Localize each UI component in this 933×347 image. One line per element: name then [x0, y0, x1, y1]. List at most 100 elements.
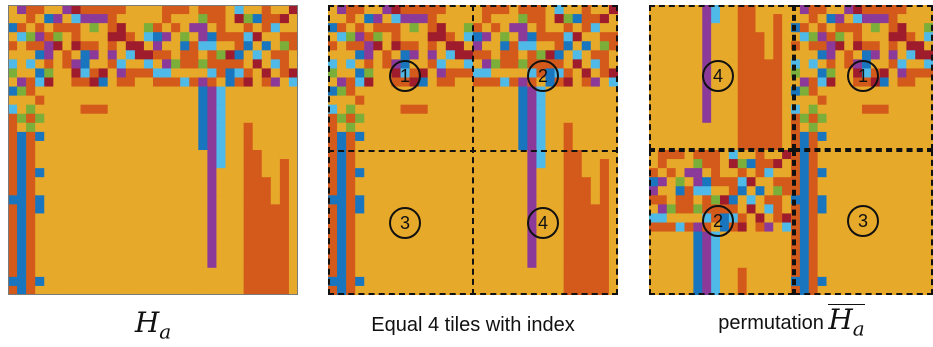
- heatmap-cell: [80, 68, 91, 79]
- heatmap-cell: [826, 77, 836, 88]
- heatmap-cell: [279, 68, 290, 79]
- heatmap-cell: [545, 249, 556, 260]
- heatmap-cell: [153, 267, 163, 278]
- heatmap-cell: [728, 131, 739, 142]
- heatmap-cell: [906, 204, 916, 215]
- heatmap-cell: [817, 186, 828, 196]
- heatmap-cell: [835, 285, 845, 295]
- heatmap-cell: [590, 113, 601, 124]
- heatmap-cell: [826, 168, 836, 178]
- heatmap-cell: [808, 95, 819, 106]
- heatmap-cell: [649, 177, 659, 187]
- heatmap-cell: [764, 285, 774, 295]
- heatmap-cell: [355, 249, 365, 260]
- heatmap-ha: [8, 5, 298, 295]
- heatmap-cell: [826, 32, 836, 42]
- heatmap-cell: [436, 113, 447, 124]
- heatmap-cell: [737, 77, 748, 88]
- heatmap-cell: [473, 222, 483, 233]
- heatmap-cell: [693, 213, 703, 224]
- heatmap-cell: [473, 186, 483, 196]
- heatmap-cell: [225, 77, 236, 88]
- heatmap-cell: [436, 131, 447, 142]
- heatmap-cell: [518, 168, 528, 178]
- heatmap-cell: [746, 122, 757, 133]
- heatmap-cell: [906, 122, 916, 133]
- heatmap-cell: [888, 50, 899, 60]
- heatmap-cell: [198, 267, 208, 278]
- heatmap-cell: [427, 213, 438, 224]
- heatmap-cell: [355, 168, 365, 178]
- heatmap-cell: [608, 95, 618, 106]
- heatmap-cell: [888, 131, 899, 142]
- heatmap-cell: [737, 267, 748, 278]
- heatmap-cell: [189, 186, 199, 196]
- heatmap-cell: [563, 159, 574, 169]
- heatmap-cell: [817, 14, 828, 24]
- heatmap-cell: [463, 113, 474, 124]
- heatmap-cell: [189, 77, 199, 88]
- heatmap-cell: [134, 276, 145, 287]
- heatmap-cell: [799, 231, 810, 242]
- heatmap-cell: [808, 68, 819, 79]
- heatmap-cell: [808, 240, 819, 251]
- heatmap-cell: [400, 113, 411, 124]
- heatmap-cell: [445, 14, 456, 24]
- heatmap-cell: [599, 113, 610, 124]
- heatmap-cell: [400, 159, 411, 169]
- heatmap-cell: [44, 213, 54, 224]
- heatmap-cell: [897, 150, 907, 160]
- heatmap-cell: [906, 231, 916, 242]
- heatmap-cell: [817, 258, 828, 269]
- heatmap-cell: [454, 14, 465, 24]
- heatmap-cell: [35, 86, 45, 97]
- heatmap-cell: [454, 276, 465, 287]
- heatmap-cell: [409, 186, 420, 196]
- heatmap-cell: [728, 86, 739, 97]
- heatmap-cell: [835, 23, 845, 33]
- heatmap-cell: [337, 168, 347, 178]
- heatmap-cell: [906, 113, 916, 124]
- heatmap-cell: [436, 68, 447, 79]
- heatmap-cell: [844, 240, 854, 251]
- heatmap-cell: [463, 59, 474, 70]
- heatmap-cell: [581, 140, 592, 151]
- heatmap-cell: [608, 140, 618, 151]
- heatmap-cell: [355, 131, 365, 142]
- caption-overlined-symbol: Ha: [828, 304, 865, 339]
- heatmap-cell: [454, 195, 465, 205]
- heatmap-cell: [590, 41, 601, 51]
- heatmap-cell: [649, 159, 659, 169]
- heatmap-cell: [44, 159, 54, 169]
- heatmap-cell: [180, 240, 190, 251]
- heatmap-cell: [445, 41, 456, 51]
- heatmap-cell: [445, 159, 456, 169]
- heatmap-cell: [782, 204, 792, 215]
- heatmap-cell: [35, 276, 45, 287]
- heatmap-cell: [782, 222, 792, 233]
- heatmap-cell: [382, 240, 393, 251]
- heatmap-cell: [337, 258, 347, 269]
- heatmap-cell: [862, 249, 872, 260]
- heatmap-cell: [328, 95, 338, 106]
- heatmap-cell: [527, 150, 538, 160]
- heatmap-cell: [279, 249, 290, 260]
- heatmap-cell: [879, 23, 890, 33]
- heatmap-cell: [207, 140, 218, 151]
- heatmap-cell: [454, 222, 465, 233]
- heatmap-cell: [261, 41, 272, 51]
- heatmap-cell: [243, 14, 254, 24]
- heatmap-cell: [355, 177, 365, 187]
- heatmap-cell: [270, 231, 281, 242]
- heatmap-cell: [153, 68, 163, 79]
- heatmap-cell: [162, 249, 172, 260]
- heatmap-cell: [382, 140, 393, 151]
- heatmap-cell: [418, 195, 429, 205]
- heatmap-cell: [44, 204, 54, 215]
- heatmap-cell: [162, 59, 172, 70]
- heatmap-cell: [346, 258, 356, 269]
- heatmap-cell: [26, 267, 36, 278]
- heatmap-cell: [445, 23, 456, 33]
- heatmap-cell: [817, 249, 828, 260]
- heatmap-cell: [473, 231, 483, 242]
